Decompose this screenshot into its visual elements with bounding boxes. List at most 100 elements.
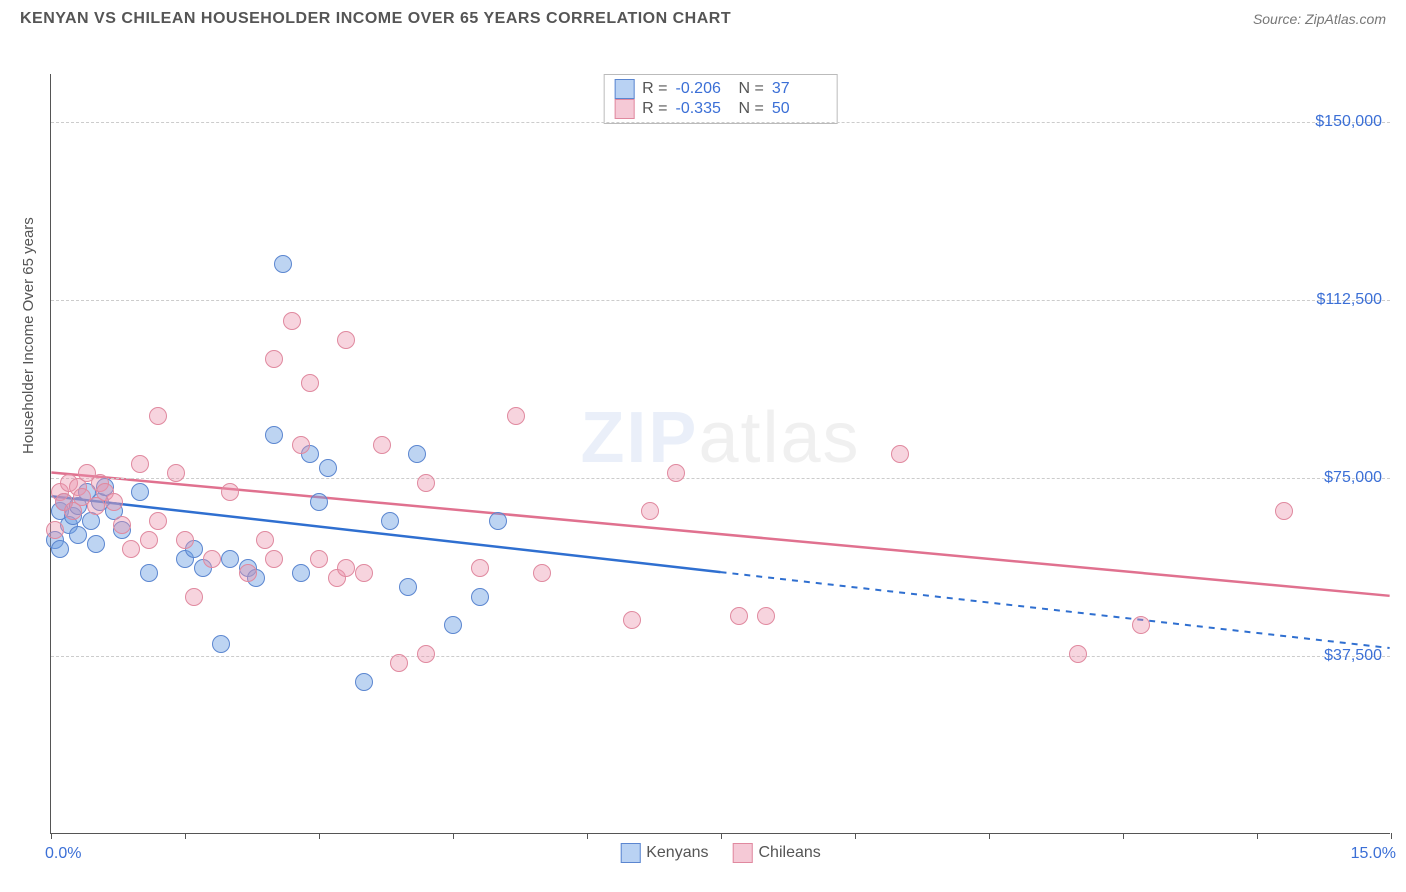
scatter-point (507, 407, 525, 425)
scatter-point (757, 607, 775, 625)
x-tick (453, 833, 454, 839)
x-tick (51, 833, 52, 839)
x-tick (989, 833, 990, 839)
n-value-kenyans: 37 (772, 80, 827, 98)
legend-item-chileans: Chileans (733, 843, 821, 863)
scatter-point (730, 607, 748, 625)
scatter-point (337, 559, 355, 577)
x-tick (1257, 833, 1258, 839)
scatter-point (185, 588, 203, 606)
n-label: N = (739, 80, 764, 98)
source-name: ZipAtlas.com (1305, 11, 1386, 27)
chart-source: Source: ZipAtlas.com (1253, 11, 1386, 27)
y-tick-label: $150,000 (1315, 113, 1382, 131)
scatter-point (274, 255, 292, 273)
r-value-chileans: -0.335 (676, 100, 731, 118)
scatter-point (283, 312, 301, 330)
y-tick-label: $75,000 (1324, 469, 1382, 487)
n-value-chileans: 50 (772, 100, 827, 118)
scatter-point (417, 645, 435, 663)
swatch-kenyans (614, 79, 634, 99)
r-label: R = (642, 100, 667, 118)
swatch-chileans (614, 99, 634, 119)
scatter-point (1132, 616, 1150, 634)
scatter-point (265, 350, 283, 368)
scatter-point (408, 445, 426, 463)
bottom-legend: Kenyans Chileans (620, 843, 821, 863)
scatter-point (337, 331, 355, 349)
legend-label-chileans: Chileans (759, 844, 821, 862)
r-value-kenyans: -0.206 (676, 80, 731, 98)
chart-container: Householder Income Over 65 years ZIPatla… (0, 34, 1406, 884)
plot-area: ZIPatlas R = -0.206 N = 37 R = -0.335 N … (50, 74, 1390, 834)
scatter-point (533, 564, 551, 582)
legend-item-kenyans: Kenyans (620, 843, 708, 863)
stats-legend-box: R = -0.206 N = 37 R = -0.335 N = 50 (603, 74, 838, 124)
x-min-label: 0.0% (45, 845, 81, 863)
trend-lines-layer (51, 74, 1390, 833)
scatter-point (417, 474, 435, 492)
scatter-point (149, 512, 167, 530)
trend-line-extrapolated (721, 572, 1390, 648)
scatter-point (399, 578, 417, 596)
scatter-point (176, 531, 194, 549)
x-tick (587, 833, 588, 839)
scatter-point (390, 654, 408, 672)
scatter-point (113, 516, 131, 534)
y-tick-label: $37,500 (1324, 647, 1382, 665)
scatter-point (355, 564, 373, 582)
x-tick (1391, 833, 1392, 839)
scatter-point (310, 493, 328, 511)
scatter-point (444, 616, 462, 634)
scatter-point (140, 564, 158, 582)
scatter-point (140, 531, 158, 549)
scatter-point (221, 550, 239, 568)
scatter-point (310, 550, 328, 568)
watermark: ZIPatlas (580, 397, 860, 479)
scatter-point (373, 436, 391, 454)
scatter-point (292, 564, 310, 582)
watermark-atlas: atlas (698, 398, 860, 478)
scatter-point (167, 464, 185, 482)
scatter-point (319, 459, 337, 477)
scatter-point (1275, 502, 1293, 520)
scatter-point (212, 635, 230, 653)
stats-row-kenyans: R = -0.206 N = 37 (614, 79, 827, 99)
x-tick (1123, 833, 1124, 839)
grid-line (51, 122, 1390, 123)
scatter-point (265, 426, 283, 444)
scatter-point (203, 550, 221, 568)
scatter-point (256, 531, 274, 549)
scatter-point (381, 512, 399, 530)
chart-header: KENYAN VS CHILEAN HOUSEHOLDER INCOME OVE… (0, 0, 1406, 34)
scatter-point (471, 588, 489, 606)
scatter-point (131, 483, 149, 501)
stats-row-chileans: R = -0.335 N = 50 (614, 99, 827, 119)
scatter-point (87, 535, 105, 553)
scatter-point (355, 673, 373, 691)
scatter-point (131, 455, 149, 473)
x-max-label: 15.0% (1351, 845, 1396, 863)
scatter-point (105, 493, 123, 511)
scatter-point (641, 502, 659, 520)
scatter-point (51, 540, 69, 558)
scatter-point (149, 407, 167, 425)
scatter-point (239, 564, 257, 582)
scatter-point (1069, 645, 1087, 663)
x-tick (721, 833, 722, 839)
chart-title: KENYAN VS CHILEAN HOUSEHOLDER INCOME OVE… (20, 10, 731, 28)
scatter-point (891, 445, 909, 463)
n-label: N = (739, 100, 764, 118)
scatter-point (221, 483, 239, 501)
r-label: R = (642, 80, 667, 98)
scatter-point (46, 521, 64, 539)
legend-swatch-kenyans (620, 843, 640, 863)
grid-line (51, 478, 1390, 479)
scatter-point (667, 464, 685, 482)
scatter-point (122, 540, 140, 558)
scatter-point (265, 550, 283, 568)
source-label: Source: (1253, 11, 1305, 27)
scatter-point (292, 436, 310, 454)
legend-label-kenyans: Kenyans (646, 844, 708, 862)
x-tick (319, 833, 320, 839)
